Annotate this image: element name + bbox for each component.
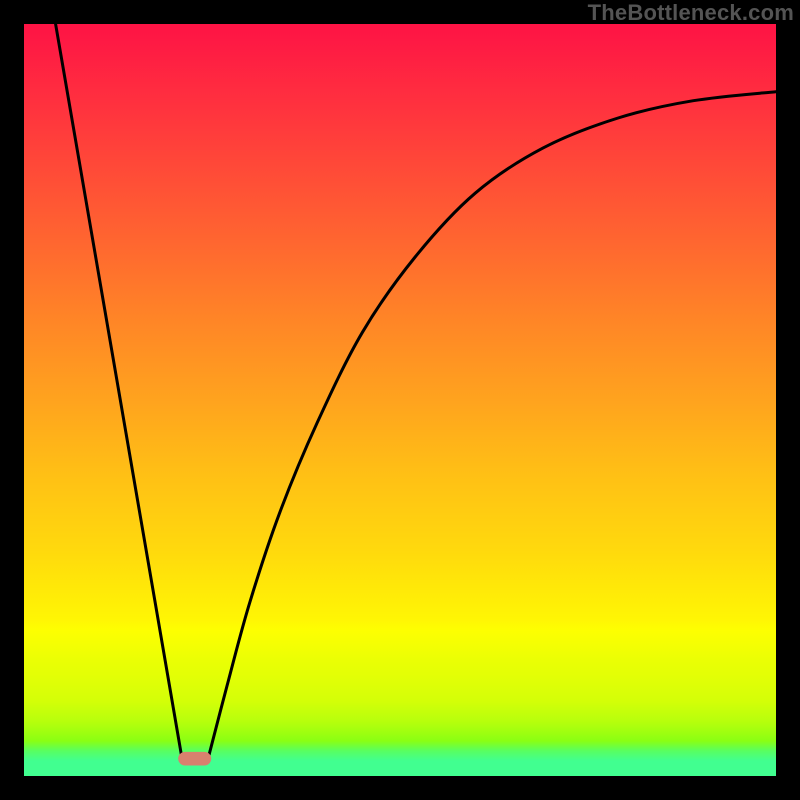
plot-area — [24, 24, 776, 776]
baseline-strip — [24, 763, 776, 776]
plot-svg — [24, 24, 776, 776]
chart-root: TheBottleneck.com — [0, 0, 800, 800]
minimum-marker — [178, 752, 211, 766]
watermark-text: TheBottleneck.com — [588, 0, 794, 26]
gradient-background — [24, 24, 776, 776]
